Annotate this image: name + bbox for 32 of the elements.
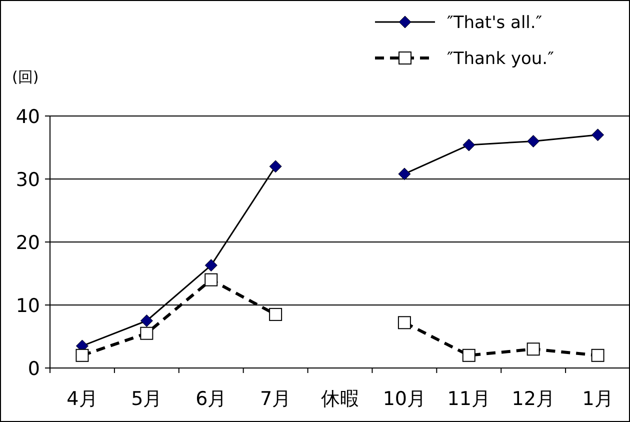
x-tick-label: 4月 [66, 388, 98, 410]
x-tick-label: 6月 [196, 388, 227, 410]
point [204, 273, 218, 286]
point [269, 308, 282, 321]
x-tick-label: 休暇 [321, 388, 359, 410]
point [140, 326, 154, 340]
point [398, 168, 411, 180]
x-tick-label: 7月 [260, 388, 292, 410]
y-tick-label: 0 [28, 358, 40, 380]
y-tick-label: 20 [16, 232, 40, 254]
legend-label: ″That's all.″ [447, 13, 542, 33]
point [76, 348, 89, 362]
y-tick-label: 40 [16, 106, 40, 128]
y-axis-title: (回) [12, 68, 39, 86]
point [526, 342, 540, 356]
point [592, 128, 604, 142]
point [591, 348, 604, 362]
point [527, 134, 540, 148]
point [462, 348, 476, 362]
x-tick-label: 5月 [131, 388, 162, 410]
y-tick-label: 10 [16, 295, 40, 317]
x-tick-label: 10月 [382, 388, 426, 410]
point [462, 138, 476, 152]
y-tick-label: 30 [16, 169, 40, 191]
point [204, 259, 218, 272]
x-tick-label: 12月 [512, 388, 555, 410]
x-tick-label: 11月 [447, 388, 490, 410]
point [140, 314, 153, 327]
point [269, 160, 282, 173]
legend-label: ″Thank you.″ [447, 49, 554, 69]
x-tick-label: 1月 [582, 388, 614, 410]
point [398, 316, 411, 330]
